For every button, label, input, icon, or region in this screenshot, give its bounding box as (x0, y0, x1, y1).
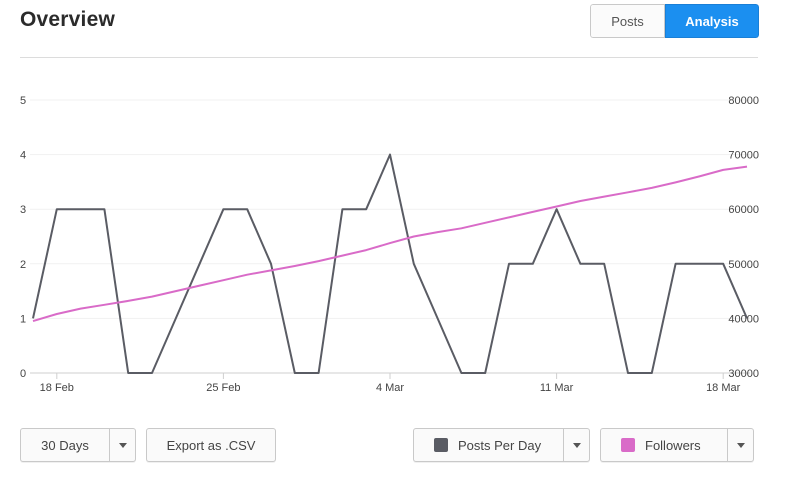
x-tick-label: 4 Mar (376, 382, 404, 394)
left-series-caret[interactable] (563, 429, 589, 461)
y-left-tick-label: 3 (20, 204, 26, 216)
x-tick-label: 18 Mar (706, 382, 741, 394)
right-series-caret[interactable] (727, 429, 753, 461)
x-tick-label: 11 Mar (540, 382, 574, 394)
analysis-tab-button[interactable]: Analysis (665, 4, 759, 38)
chevron-down-icon (118, 442, 127, 448)
y-right-tick-label: 60000 (728, 204, 759, 216)
y-left-tick-label: 2 (20, 259, 26, 271)
posts-tab-button[interactable]: Posts (590, 4, 665, 38)
overview-chart: 0 1 2 3 4 5 30000 40000 50000 60000 70000 80000 18 F… (20, 95, 759, 394)
y-right-tick-label: 30000 (728, 368, 759, 380)
right-series-label: Followers (645, 437, 701, 453)
y-left-tick-label: 1 (20, 313, 26, 325)
header-divider (20, 57, 758, 58)
view-toggle: Posts Analysis (590, 4, 759, 38)
followers-line (32, 165, 748, 323)
left-series-label: Posts Per Day (458, 437, 542, 453)
chevron-down-icon (736, 442, 745, 448)
followers-series-swatch (621, 438, 635, 452)
y-left-tick-label: 5 (20, 95, 26, 107)
date-range-label: 30 Days (41, 437, 89, 453)
x-tick-label: 18 Feb (40, 382, 74, 394)
y-right-tick-label: 50000 (728, 259, 759, 271)
y-left-tick-label: 4 (20, 150, 26, 162)
posts-per-day-line (32, 153, 748, 374)
y-right-tick-label: 40000 (728, 313, 759, 325)
export-csv-label: Export as .CSV (166, 437, 256, 453)
left-series-dropdown[interactable]: Posts Per Day (413, 428, 590, 462)
date-range-caret[interactable] (109, 429, 135, 461)
date-range-dropdown[interactable]: 30 Days (20, 428, 136, 462)
export-csv-button[interactable]: Export as .CSV (146, 428, 276, 462)
y-right-tick-label: 80000 (728, 95, 759, 107)
page-title: Overview (20, 8, 115, 31)
right-series-dropdown[interactable]: Followers (600, 428, 754, 462)
x-tick-label: 25 Feb (206, 382, 240, 394)
y-right-tick-label: 70000 (728, 150, 759, 162)
y-left-tick-label: 0 (20, 368, 26, 380)
chevron-down-icon (572, 442, 581, 448)
posts-series-swatch (434, 438, 448, 452)
